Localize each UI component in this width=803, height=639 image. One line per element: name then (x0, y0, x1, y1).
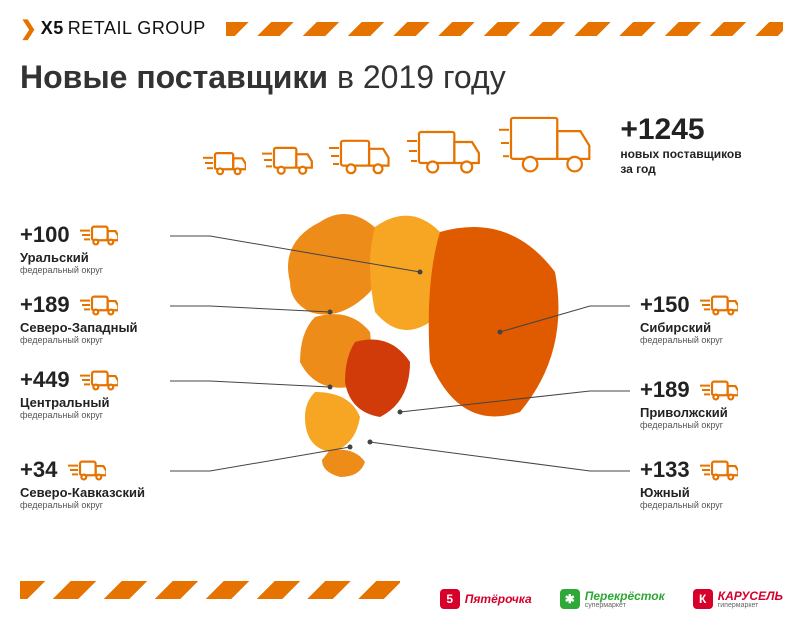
region-caucasus: +34 Северо-Кавказский федеральный округ (20, 457, 145, 510)
region-south-value: +133 (640, 457, 690, 483)
region-nw: +189 Северо-Западный федеральный округ (20, 292, 138, 345)
map-nw (288, 214, 383, 315)
truck-icon (66, 459, 106, 481)
region-volga-value: +189 (640, 377, 690, 403)
truck-icon (260, 144, 313, 176)
region-nw-name: Северо-Западный (20, 320, 138, 335)
brand-sub: гипермаркет (718, 602, 783, 609)
truck-icon (66, 459, 106, 481)
truck-icon (78, 369, 118, 391)
footer-stripes (20, 581, 400, 599)
title-bold: Новые поставщики (20, 59, 328, 95)
region-siberia: +150 Сибирский федеральный округ (640, 292, 738, 345)
logo: ❯ X5 RETAIL GROUP (20, 16, 206, 41)
truck-row: +1245 новых поставщиков за год (0, 110, 803, 176)
region-siberia-value: +150 (640, 292, 690, 318)
region-ural-value: +100 (20, 222, 70, 248)
region-center-name: Центральный (20, 395, 118, 410)
truck-icon (201, 150, 246, 176)
truck-icon (327, 136, 391, 176)
truck-icon (78, 224, 118, 246)
truck-icon (698, 379, 738, 401)
truck-icon (78, 224, 118, 246)
brand-row: 5 Пятёрочка ✱ Перекрёсток супермаркет К … (440, 589, 783, 609)
title-light: в 2019 году (337, 59, 506, 95)
logo-retail-group: RETAIL GROUP (68, 18, 206, 39)
region-ural: +100 Уральский федеральный округ (20, 222, 118, 275)
brand-badge-icon: ✱ (560, 589, 580, 609)
map-zone: +100 Уральский федеральный округ +189 Се… (0, 182, 803, 542)
brand-Пятёрочка: 5 Пятёрочка (440, 589, 532, 609)
brand-sub: супермаркет (585, 602, 665, 609)
region-south-name: Южный (640, 485, 738, 500)
brand-КАРУСЕЛЬ: К КАРУСЕЛЬ гипермаркет (693, 589, 783, 609)
truck-icon (78, 294, 118, 316)
brand-name: Перекрёсток (585, 590, 665, 602)
region-caucasus-name: Северо-Кавказский (20, 485, 145, 500)
truck-icon (405, 126, 483, 176)
region-nw-value: +189 (20, 292, 70, 318)
region-center-sub: федеральный округ (20, 410, 118, 420)
truck-icon (78, 294, 118, 316)
header: ❯ X5 RETAIL GROUP (0, 0, 803, 41)
total-value: +1245 (620, 113, 741, 147)
truck-icon (698, 379, 738, 401)
logo-x5: X5 (41, 18, 64, 39)
truck-icon (698, 459, 738, 481)
region-volga-sub: федеральный округ (640, 420, 738, 430)
truck-icon (201, 150, 246, 176)
truck-icon (698, 459, 738, 481)
brand-Перекрёсток: ✱ Перекрёсток супермаркет (560, 589, 665, 609)
page-title: Новые поставщики в 2019 году (0, 41, 803, 96)
total-block: +1245 новых поставщиков за год (620, 113, 741, 176)
truck-icon (327, 136, 391, 176)
region-volga-name: Приволжский (640, 405, 738, 420)
brand-name: КАРУСЕЛЬ (718, 590, 783, 602)
truck-icon (497, 110, 596, 176)
region-nw-sub: федеральный округ (20, 335, 138, 345)
region-ural-name: Уральский (20, 250, 118, 265)
region-siberia-sub: федеральный округ (640, 335, 738, 345)
truck-icon (405, 126, 483, 176)
region-siberia-name: Сибирский (640, 320, 738, 335)
region-south-sub: федеральный округ (640, 500, 738, 510)
truck-icon (497, 110, 596, 176)
truck-icon (698, 294, 738, 316)
map-volga (345, 340, 410, 418)
total-sub-1: новых поставщиков (620, 147, 741, 161)
logo-chevron-icon: ❯ (20, 16, 37, 41)
map-caucasus (322, 450, 365, 478)
truck-icon (698, 294, 738, 316)
region-caucasus-value: +34 (20, 457, 57, 483)
region-ural-sub: федеральный округ (20, 265, 118, 275)
brand-badge-icon: 5 (440, 589, 460, 609)
region-caucasus-sub: федеральный округ (20, 500, 145, 510)
region-center: +449 Центральный федеральный округ (20, 367, 118, 420)
truck-icon (260, 144, 313, 176)
region-center-value: +449 (20, 367, 70, 393)
brand-badge-icon: К (693, 589, 713, 609)
truck-icon (78, 369, 118, 391)
map-south (305, 392, 360, 452)
header-stripes (226, 22, 783, 36)
russia-map (260, 192, 570, 492)
total-sub-2: за год (620, 162, 741, 176)
brand-name: Пятёрочка (465, 593, 532, 605)
region-south: +133 Южный федеральный округ (640, 457, 738, 510)
region-volga: +189 Приволжский федеральный округ (640, 377, 738, 430)
map-siberia (429, 227, 559, 416)
